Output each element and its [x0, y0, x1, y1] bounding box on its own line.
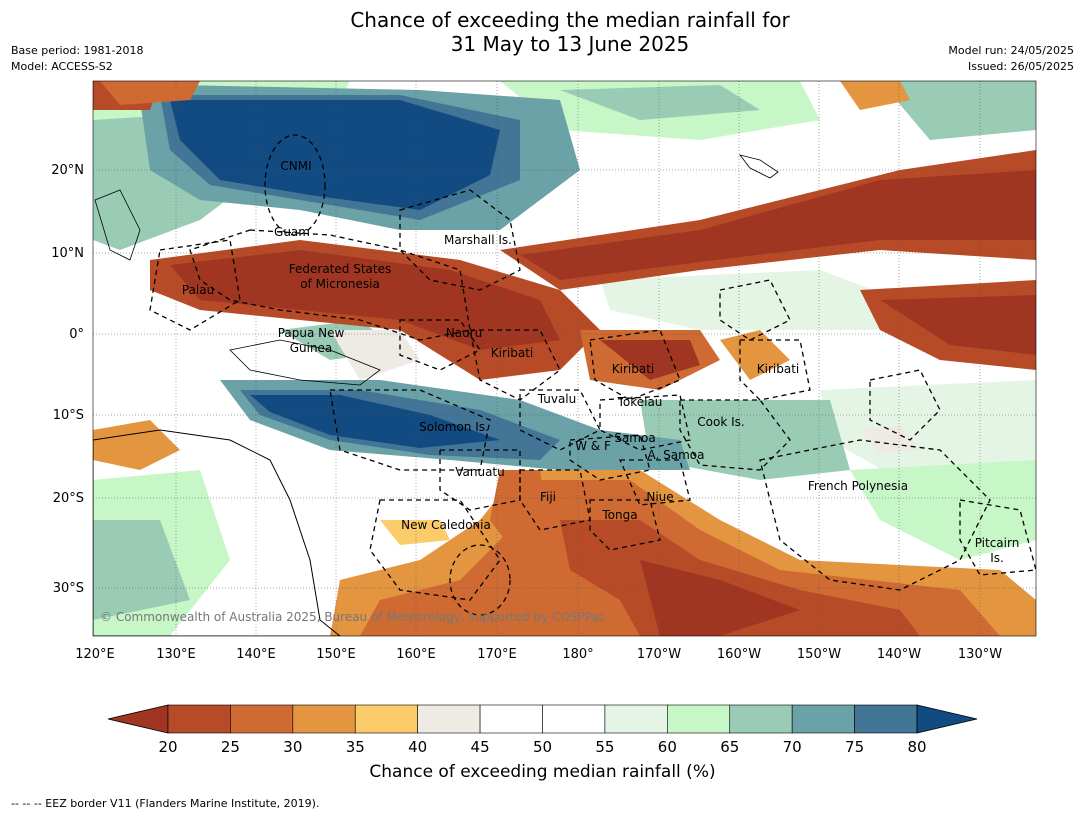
region-label-cook: Cook Is. [697, 415, 744, 429]
lon-label: 150°E [316, 647, 356, 662]
lon-label: 130°E [156, 647, 196, 662]
region-label-tokelau: Tokelau [617, 395, 663, 409]
lon-label: 120°E [75, 647, 115, 662]
model-info: Base period: 1981-2018 Model: ACCESS-S2 [11, 43, 143, 75]
region-label-cnmi: CNMI [280, 159, 311, 173]
colorbar-tick-label: 40 [408, 738, 427, 756]
model-name: Model: ACCESS-S2 [11, 60, 113, 73]
colorbar: 20 25 30 35 40 45 50 55 60 65 70 75 80 [107, 704, 978, 756]
region-label-american-samoa: A. Samoa [648, 448, 705, 462]
colorbar-segment [354, 704, 418, 734]
region-label-solomon: Solomon Is. [419, 420, 489, 434]
eez-footnote: -- -- -- EEZ border V11 (Flanders Marine… [11, 797, 320, 810]
region-label-png-2: Guinea [290, 341, 333, 355]
colorbar-tick-label: 75 [845, 738, 864, 756]
region-label-french-polynesia: French Polynesia [808, 479, 908, 493]
colorbar-tick-label: 65 [720, 738, 739, 756]
title-line-1: Chance of exceeding the median rainfall … [350, 8, 790, 32]
colorbar-segment [292, 704, 356, 734]
colorbar-tick-label: 35 [346, 738, 365, 756]
region-label-samoa: Samoa [614, 431, 655, 445]
lat-label: 0° [69, 327, 84, 342]
colorbar-tick-label: 60 [658, 738, 677, 756]
colorbar-segment [542, 704, 606, 734]
issued-date: Issued: 26/05/2025 [967, 60, 1074, 73]
latitude-labels: 20°N 10°N 0° 10°S 20°S 30°S [51, 163, 84, 596]
region-label-tuvalu: Tuvalu [537, 392, 577, 406]
region-label-tonga: Tonga [601, 508, 637, 522]
lon-label: 180° [562, 647, 593, 662]
lat-label: 10°S [53, 408, 84, 423]
colorbar-segment [604, 704, 668, 734]
colorbar-tick-label: 45 [471, 738, 490, 756]
lat-label: 10°N [51, 246, 84, 261]
lon-label: 170°E [477, 647, 517, 662]
colorbar-segment [167, 704, 231, 734]
longitude-labels: 120°E 130°E 140°E 150°E 160°E 170°E 180°… [75, 647, 1002, 662]
region-label-palau: Palau [182, 283, 214, 297]
region-label-png-1: Papua New [278, 326, 345, 340]
lon-label: 140°W [877, 647, 921, 662]
colorbar-segment [667, 704, 731, 734]
region-label-kiribati-east: Kiribati [757, 362, 799, 376]
map-field [93, 81, 1036, 636]
lon-label: 130°W [958, 647, 1002, 662]
colorbar-extend-low [107, 704, 169, 734]
graticule [93, 81, 1036, 636]
colorbar-segment [417, 704, 481, 734]
map-title: Chance of exceeding the median rainfall … [0, 8, 1085, 56]
region-label-marshall: Marshall Is. [444, 233, 512, 247]
region-label-pitcairn-1: Pitcairn [975, 536, 1020, 550]
region-labels: CNMI Guam Marshall Is. Federated States … [182, 159, 1019, 565]
base-period: Base period: 1981-2018 [11, 44, 144, 57]
colorbar-segment [854, 704, 918, 734]
title-line-2: 31 May to 13 June 2025 [450, 32, 690, 56]
colorbar-tick-label: 55 [595, 738, 614, 756]
lon-label: 160°E [396, 647, 436, 662]
colorbar-segment [479, 704, 543, 734]
colorbar-segment [729, 704, 793, 734]
colorbar-tick-label: 25 [221, 738, 240, 756]
region-label-fiji: Fiji [540, 490, 556, 504]
region-label-pitcairn-2: Is. [990, 551, 1004, 565]
colorbar-label: Chance of exceeding median rainfall (%) [369, 762, 716, 782]
region-label-guam: Guam [274, 225, 310, 239]
region-label-wallis-futuna: W & F [575, 439, 611, 453]
region-label-vanuatu: Vanuatu [455, 465, 505, 479]
colorbar-tick-label: 70 [783, 738, 802, 756]
region-label-fsm-1: Federated States [289, 262, 391, 276]
model-run-date: Model run: 24/05/2025 [948, 44, 1074, 57]
colorbar-segment [791, 704, 855, 734]
region-label-kiribati-central: Kiribati [612, 362, 654, 376]
copyright-notice: © Commonwealth of Australia 2025, Bureau… [100, 610, 605, 624]
region-label-nauru: Nauru [446, 326, 482, 340]
lat-label: 20°S [53, 491, 84, 506]
region-label-fsm-2: of Micronesia [300, 277, 380, 291]
lat-label: 20°N [51, 163, 84, 178]
region-label-new-caledonia: New Caledonia [401, 518, 491, 532]
colorbar-tick-label: 20 [158, 738, 177, 756]
eez-borders [149, 134, 1036, 616]
colorbar-extend-high [916, 704, 978, 734]
colorbar-tick-label: 30 [283, 738, 302, 756]
run-info: Model run: 24/05/2025 Issued: 26/05/2025 [948, 43, 1074, 75]
lon-label: 140°E [236, 647, 276, 662]
lon-label: 170°W [637, 647, 681, 662]
lon-label: 160°W [717, 647, 761, 662]
lon-label: 150°W [797, 647, 841, 662]
colorbar-tick-label: 80 [907, 738, 926, 756]
colorbar-segment [230, 704, 294, 734]
lat-label: 30°S [53, 581, 84, 596]
region-label-niue: Niue [646, 490, 673, 504]
colorbar-tick-label: 50 [533, 738, 552, 756]
region-label-kiribati-west: Kiribati [491, 346, 533, 360]
